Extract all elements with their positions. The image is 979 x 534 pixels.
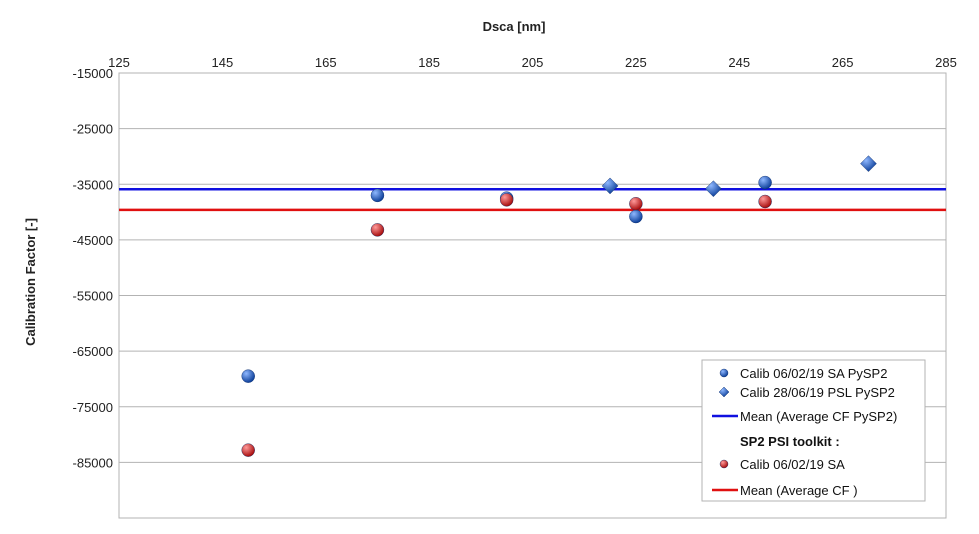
legend-marker xyxy=(718,386,730,398)
y-axis-title: Calibration Factor [-] xyxy=(23,218,38,346)
y-tick-label: -85000 xyxy=(73,455,113,470)
data-point xyxy=(370,188,385,203)
legend-marker xyxy=(719,459,729,469)
x-tick-label: 245 xyxy=(728,55,750,70)
data-point xyxy=(499,193,514,207)
y-tick-label: -25000 xyxy=(73,122,113,137)
x-tick-label: 225 xyxy=(625,55,647,70)
x-tick-label: 205 xyxy=(522,55,544,70)
legend-entry: Calib 06/02/19 SA PySP2 xyxy=(740,366,887,381)
y-tick-labels: -15000 -25000 -35000 -45000 -55000 -65000 -750… xyxy=(73,66,113,470)
data-point xyxy=(705,180,722,197)
legend-entry: Calib 06/02/19 SA xyxy=(740,457,845,472)
x-tick-label: 185 xyxy=(418,55,440,70)
x-tick-label: 125 xyxy=(108,55,130,70)
legend-entry: Mean (Average CF ) xyxy=(740,483,858,498)
legend-group-header: SP2 PSI toolkit : xyxy=(740,434,840,449)
data-point xyxy=(860,155,877,172)
x-tick-label: 265 xyxy=(832,55,854,70)
data-point xyxy=(629,209,643,224)
data-point xyxy=(758,175,772,190)
legend-entry: Mean (Average CF PySP2) xyxy=(740,409,897,424)
x-axis-title: Dsca [nm] xyxy=(483,19,546,34)
plot-area-border xyxy=(118,72,947,519)
y-tick-label: -55000 xyxy=(73,289,113,304)
x-tick-label: 145 xyxy=(212,55,234,70)
grid xyxy=(119,72,946,463)
y-tick-label: -75000 xyxy=(73,400,113,415)
data-point xyxy=(370,223,385,237)
x-tick-label: 165 xyxy=(315,55,337,70)
data-point xyxy=(241,369,255,383)
y-tick-label: -45000 xyxy=(73,233,113,248)
data-points xyxy=(241,155,877,457)
legend-box xyxy=(701,359,926,502)
y-tick-label: -65000 xyxy=(73,344,113,359)
mean-lines xyxy=(119,188,946,212)
data-point xyxy=(758,194,772,209)
legend: Calib 06/02/19 SA PySP2 Calib 28/06/19 PS… xyxy=(701,359,926,502)
data-point xyxy=(601,177,619,195)
y-tick-label: -35000 xyxy=(73,177,113,192)
y-tick-label: -15000 xyxy=(73,66,113,81)
legend-marker xyxy=(719,368,729,378)
data-point xyxy=(241,443,255,457)
x-tick-label: 285 xyxy=(935,55,957,70)
x-tick-labels: 125 145 165 185 205 225 245 265 285 xyxy=(108,55,957,70)
legend-entry: Calib 28/06/19 PSL PySP2 xyxy=(740,385,895,400)
data-point xyxy=(629,197,643,211)
